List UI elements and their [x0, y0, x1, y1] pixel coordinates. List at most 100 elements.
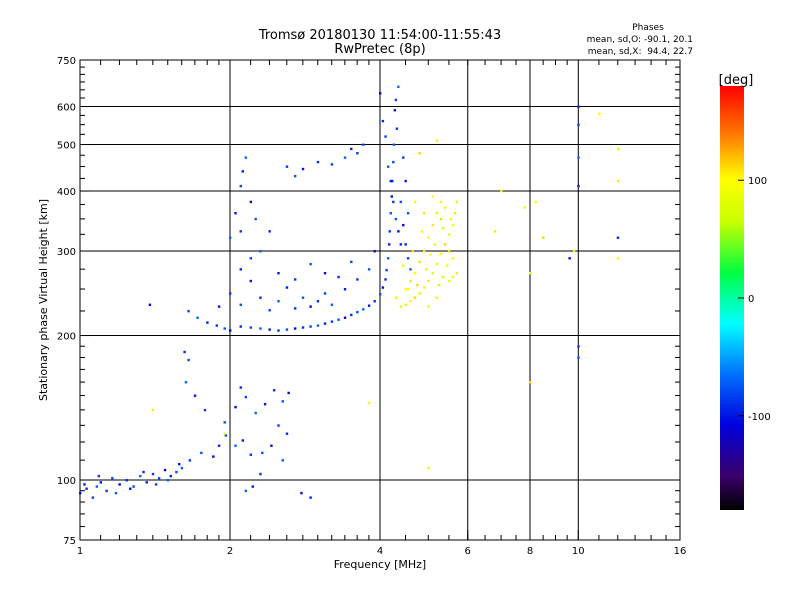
grid-lines	[80, 60, 680, 540]
o-mode-point	[105, 489, 108, 493]
chart-title-line2: RwPretec (8p)	[334, 42, 425, 57]
o-mode-point	[301, 296, 305, 299]
o-mode-point	[268, 309, 271, 312]
o-mode-point	[114, 491, 118, 495]
x-mode-point	[500, 190, 503, 193]
y-tick-label: 750	[57, 56, 76, 67]
o-mode-point	[180, 466, 184, 470]
o-mode-point	[200, 451, 203, 455]
o-mode-point	[391, 179, 394, 183]
x-mode-point	[493, 230, 497, 233]
o-mode-point	[188, 459, 192, 462]
x-mode-point	[427, 279, 430, 283]
x-mode-point	[449, 217, 453, 221]
o-mode-point	[272, 389, 276, 392]
y-tick-label: 300	[57, 247, 76, 258]
o-mode-point	[281, 459, 284, 462]
o-mode-point	[263, 403, 267, 406]
o-mode-point	[356, 278, 359, 281]
o-mode-point	[293, 278, 297, 281]
o-mode-point	[277, 329, 280, 332]
o-mode-point	[270, 444, 273, 447]
x-tick-label: 2	[227, 546, 233, 557]
o-mode-point	[390, 195, 393, 198]
o-mode-point	[389, 179, 392, 183]
x-mode-point	[523, 206, 526, 209]
o-mode-point	[394, 98, 398, 102]
o-mode-point	[196, 316, 199, 319]
o-mode-point	[142, 470, 145, 474]
x-mode-point	[433, 243, 437, 246]
o-mode-point	[293, 327, 297, 330]
x-mode-point	[404, 303, 407, 306]
o-mode-point	[175, 470, 178, 474]
o-mode-point	[577, 356, 580, 359]
o-mode-point	[249, 453, 253, 456]
o-mode-point	[330, 303, 334, 306]
o-mode-point	[386, 257, 390, 260]
o-mode-point	[91, 496, 95, 499]
o-mode-point	[388, 230, 391, 233]
x-mode-point	[439, 200, 443, 204]
o-mode-point	[386, 165, 390, 168]
o-mode-point	[249, 326, 253, 329]
o-mode-point	[249, 279, 253, 283]
o-mode-point	[79, 491, 82, 495]
o-mode-point	[254, 411, 257, 415]
x-mode-point	[418, 152, 421, 155]
o-mode-point	[234, 444, 237, 447]
o-mode-point	[309, 262, 312, 266]
x-mode-point	[529, 271, 532, 275]
y-tick-label: 200	[57, 332, 76, 343]
o-mode-point	[224, 434, 228, 437]
o-mode-point	[206, 321, 209, 324]
x-mode-point	[431, 195, 434, 198]
x-mode-point	[439, 217, 443, 221]
o-mode-point	[239, 303, 242, 306]
o-mode-point	[356, 152, 359, 155]
o-mode-point	[203, 408, 207, 412]
o-mode-point	[343, 288, 347, 291]
o-mode-point	[367, 268, 371, 271]
x-mode-point	[597, 112, 601, 115]
o-mode-point	[399, 200, 403, 204]
o-mode-point	[616, 236, 620, 239]
o-mode-point	[316, 300, 320, 303]
o-mode-point	[97, 474, 101, 478]
x-mode-point	[542, 236, 545, 239]
o-mode-point	[323, 292, 327, 295]
o-mode-point	[217, 444, 221, 447]
x-mode-point	[435, 212, 439, 215]
o-mode-point	[309, 496, 312, 499]
o-mode-point	[343, 316, 347, 319]
o-mode-point	[393, 109, 397, 112]
o-mode-point	[285, 165, 289, 168]
o-mode-point	[261, 451, 264, 455]
o-mode-point	[83, 483, 86, 486]
o-mode-point	[254, 217, 257, 221]
o-mode-point	[223, 327, 226, 330]
o-mode-point	[373, 250, 376, 253]
o-mode-point	[229, 236, 232, 239]
x-mode-point	[416, 283, 419, 287]
y-axis: 75 100 200 300 400 500 600 750	[57, 56, 680, 547]
o-mode-point	[577, 105, 580, 108]
o-mode-point	[406, 257, 410, 260]
colorbar-tick-label: 100	[748, 176, 767, 187]
x-mode-point	[409, 300, 412, 303]
o-mode-point	[268, 230, 271, 233]
x-mode-point	[443, 206, 447, 209]
x-mode-point	[425, 268, 428, 271]
o-mode-point	[239, 184, 242, 188]
o-mode-point	[148, 303, 152, 306]
x-mode-point	[406, 288, 410, 291]
x-mode-point	[409, 279, 412, 283]
x-tick-label: 6	[465, 546, 471, 557]
o-mode-point	[379, 293, 382, 296]
x-mode-point	[402, 264, 405, 267]
o-mode-point	[95, 485, 99, 488]
x-mode-point	[413, 296, 417, 299]
x-mode-point	[439, 252, 443, 256]
o-mode-point	[187, 309, 190, 313]
o-mode-point	[249, 257, 253, 260]
